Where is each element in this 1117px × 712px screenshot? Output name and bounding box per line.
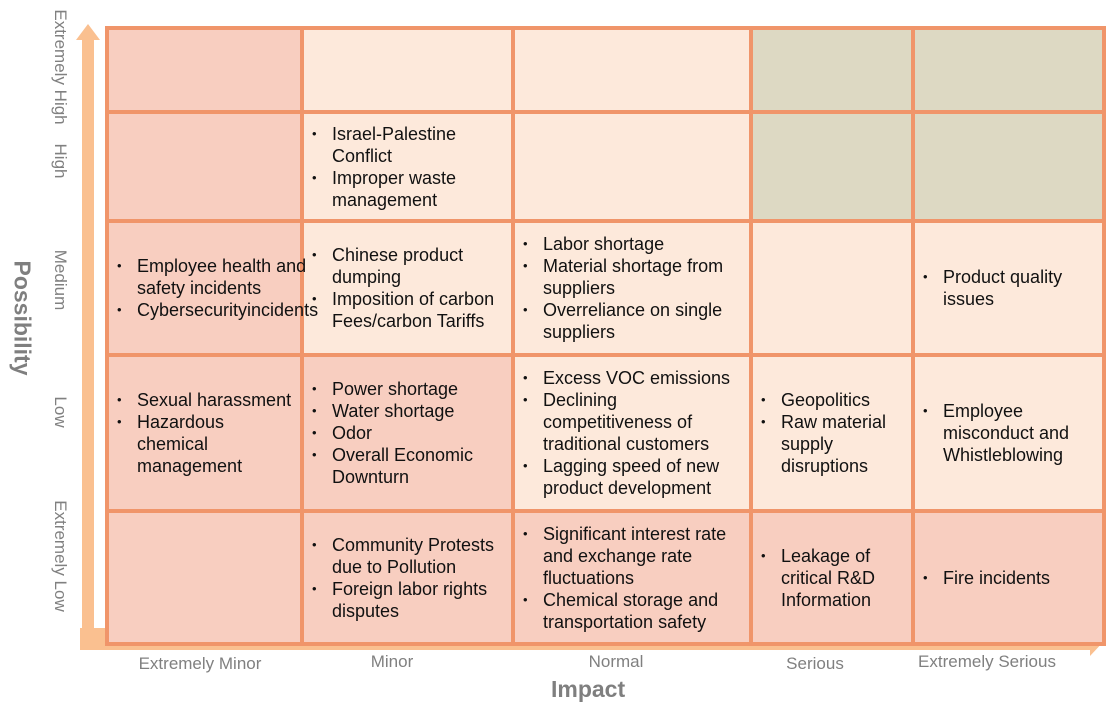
x-label-serious: Serious: [786, 654, 844, 673]
risk-list: Significant interest rate and exchange r…: [521, 523, 743, 633]
x-axis-title: Impact: [551, 676, 626, 702]
x-label-normal: Normal: [588, 652, 644, 671]
risk-item: Community Protests due to Pollution: [312, 534, 505, 578]
y-label-extremely-low: Extremely Low: [51, 500, 70, 612]
matrix-cell: Community Protests due to PollutionForei…: [304, 513, 511, 642]
risk-item: Power shortage: [312, 378, 505, 400]
matrix-cell: [753, 30, 911, 110]
risk-item: Improper waste management: [312, 167, 505, 211]
risk-item: Employee health and safety incidents: [117, 255, 318, 299]
risk-list: Community Protests due to PollutionForei…: [310, 534, 505, 622]
matrix-cell: GeopoliticsRaw material supply disruptio…: [753, 357, 911, 509]
risk-item: Geopolitics: [761, 389, 905, 411]
y-label-low: Low: [51, 396, 70, 428]
matrix-cell: [915, 114, 1102, 219]
risk-item: Chinese product dumping: [312, 244, 505, 288]
risk-list: Sexual harassmentHazardous chemical mana…: [115, 389, 294, 477]
risk-item: Water shortage: [312, 400, 505, 422]
y-label-extremely-high: Extremely High: [51, 9, 70, 125]
risk-item: Israel-Palestine Conflict: [312, 123, 505, 167]
risk-item: Product quality issues: [923, 266, 1096, 310]
risk-item: Fire incidents: [923, 567, 1050, 589]
risk-item: Hazardous chemical management: [117, 411, 294, 477]
risk-list: Product quality issues: [921, 266, 1096, 310]
risk-item: Imposition of carbon Fees/carbon Tariffs: [312, 288, 505, 332]
risk-list: Israel-Palestine ConflictImproper waste …: [310, 123, 505, 211]
risk-item: Declining competitiveness of traditional…: [523, 389, 743, 455]
risk-item: Lagging speed of new product development: [523, 455, 743, 499]
y-axis-title: Possibility: [9, 260, 36, 376]
x-label-minor: Minor: [370, 652, 414, 671]
risk-item: Raw material supply disruptions: [761, 411, 905, 477]
x-label-extremely-serious: Extremely Serious: [918, 652, 1056, 671]
matrix-cell: [109, 114, 300, 219]
risk-list: GeopoliticsRaw material supply disruptio…: [759, 389, 905, 477]
matrix-cell: [304, 30, 511, 110]
matrix-cell: Leakage of critical R&D Information: [753, 513, 911, 642]
risk-item: Cybersecurityincidents: [117, 299, 318, 321]
risk-item: Overreliance on single suppliers: [523, 299, 743, 343]
risk-list: Employee misconduct and Whistleblowing: [921, 400, 1096, 466]
matrix-cell: Excess VOC emissionsDeclining competitiv…: [515, 357, 749, 509]
risk-list: Labor shortageMaterial shortage from sup…: [521, 233, 743, 343]
risk-item: Excess VOC emissions: [523, 367, 743, 389]
matrix-cell: Significant interest rate and exchange r…: [515, 513, 749, 642]
risk-list: Excess VOC emissionsDeclining competitiv…: [521, 367, 743, 499]
risk-item: Odor: [312, 422, 505, 444]
matrix-cell: [515, 30, 749, 110]
matrix-cell: Product quality issues: [915, 223, 1102, 353]
matrix-cell: [915, 30, 1102, 110]
risk-item: Leakage of critical R&D Information: [761, 545, 905, 611]
matrix-cell: Chinese product dumpingImposition of car…: [304, 223, 511, 353]
risk-list: Fire incidents: [921, 567, 1050, 589]
matrix-cell: Israel-Palestine ConflictImproper waste …: [304, 114, 511, 219]
matrix-cell: [109, 30, 300, 110]
matrix-cell: Employee health and safety incidentsCybe…: [109, 223, 318, 353]
matrix-cell: [109, 513, 300, 642]
matrix-cell: [753, 114, 911, 219]
matrix-cell: Fire incidents: [915, 513, 1102, 642]
x-label-extremely-minor: Extremely Minor: [138, 654, 262, 673]
matrix-cell: Labor shortageMaterial shortage from sup…: [515, 223, 749, 353]
matrix-cell: Employee misconduct and Whistleblowing: [915, 357, 1102, 509]
risk-list: Power shortageWater shortageOdorOverall …: [310, 378, 505, 488]
y-label-high: High: [51, 143, 70, 179]
risk-list: Leakage of critical R&D Information: [759, 545, 905, 611]
risk-item: Employee misconduct and Whistleblowing: [923, 400, 1096, 466]
risk-item: Labor shortage: [523, 233, 743, 255]
risk-item: Significant interest rate and exchange r…: [523, 523, 743, 589]
matrix-cell: [515, 114, 749, 219]
risk-item: Material shortage from suppliers: [523, 255, 743, 299]
y-axis-arrow: [76, 24, 100, 648]
risk-list: Employee health and safety incidentsCybe…: [115, 255, 318, 321]
matrix-cell: Power shortageWater shortageOdorOverall …: [304, 357, 511, 509]
risk-item: Overall Economic Downturn: [312, 444, 505, 488]
y-label-medium: Medium: [51, 249, 70, 311]
matrix-cell: Sexual harassmentHazardous chemical mana…: [109, 357, 300, 509]
matrix-cell: [753, 223, 911, 353]
risk-list: Chinese product dumpingImposition of car…: [310, 244, 505, 332]
risk-item: Sexual harassment: [117, 389, 294, 411]
risk-matrix: Israel-Palestine ConflictImproper waste …: [105, 26, 1106, 646]
risk-item: Chemical storage and transportation safe…: [523, 589, 743, 633]
risk-item: Foreign labor rights disputes: [312, 578, 505, 622]
